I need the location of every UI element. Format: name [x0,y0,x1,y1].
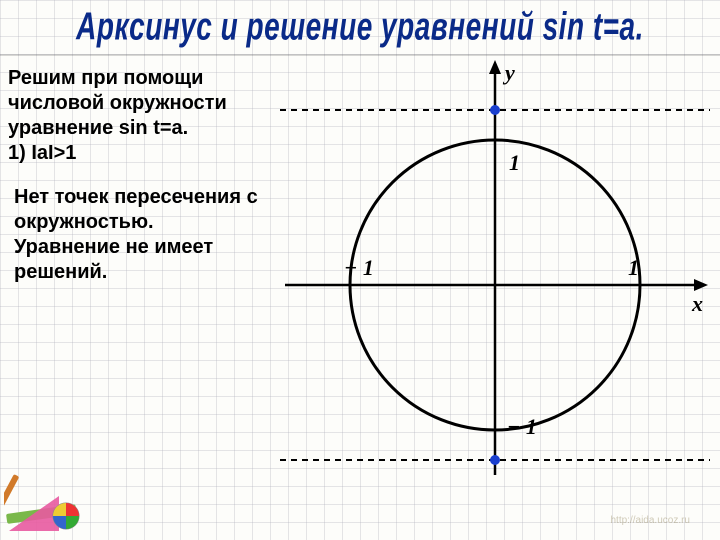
title-bar: Арксинус и решение уравнений sin t=a. [0,0,720,56]
school-supplies-icon [4,466,94,536]
svg-text:1: 1 [628,255,639,280]
svg-text:1: 1 [509,150,520,175]
page-title: Арксинус и решение уравнений sin t=a. [76,5,644,50]
line: уравнение sin t=а. [8,116,227,141]
svg-text:− 1: − 1 [344,255,374,280]
line: Нет точек пересечения с [14,185,258,210]
line: 1) IаI>1 [8,141,227,166]
svg-text:x: x [691,291,703,316]
footer-link: http://aida.ucoz.ru [611,515,691,526]
unit-circle-diagram: y x 1 1 − 1 − 1 [280,60,710,480]
line: окружностью. [14,210,258,235]
svg-text:− 1: − 1 [507,414,537,439]
problem-statement: Решим при помощи числовой окружности ура… [8,66,227,166]
line: Решим при помощи [8,66,227,91]
line: Уравнение не имеет [14,235,258,260]
conclusion-text: Нет точек пересечения с окружностью. Ура… [14,185,258,285]
line: решений. [14,260,258,285]
line: числовой окружности [8,91,227,116]
svg-text:y: y [502,60,515,85]
